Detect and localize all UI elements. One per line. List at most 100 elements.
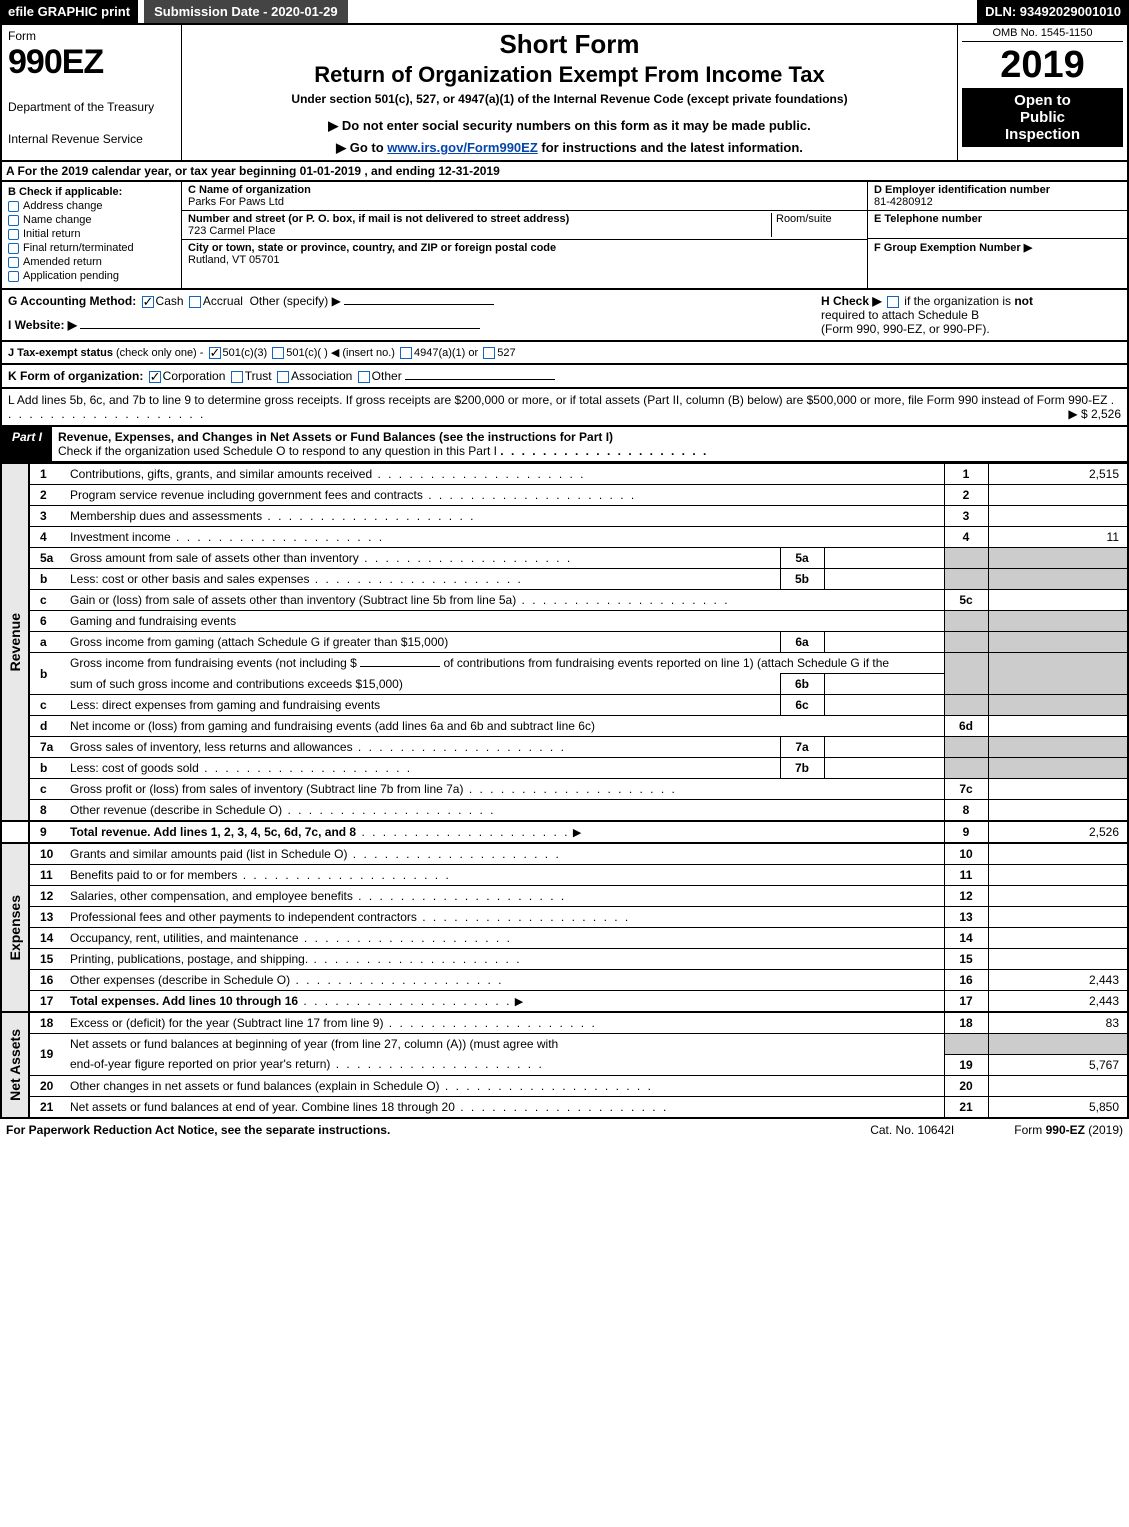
line-amount (988, 779, 1128, 800)
checkbox-icon (8, 229, 19, 240)
chk-association[interactable] (277, 371, 289, 383)
line-desc: Other revenue (describe in Schedule O) (65, 800, 944, 822)
line-num: 14 (29, 928, 65, 949)
line-num: 3 (29, 506, 65, 527)
line-amount: 2,515 (988, 464, 1128, 485)
line-amount (988, 843, 1128, 865)
chk-other-org[interactable] (358, 371, 370, 383)
website-input[interactable] (80, 328, 480, 329)
line-col: 17 (944, 991, 988, 1013)
chk-trust[interactable] (231, 371, 243, 383)
part-1-title: Revenue, Expenses, and Changes in Net As… (58, 430, 613, 444)
l6b-d1: Gross income from fundraising events (no… (70, 656, 357, 670)
other-specify-input[interactable] (344, 304, 494, 305)
table-row: Net Assets 18 Excess or (deficit) for th… (1, 1012, 1128, 1034)
line-desc: sum of such gross income and contributio… (65, 674, 780, 695)
chk-4947[interactable] (400, 347, 412, 359)
chk-cash[interactable] (142, 296, 154, 308)
chk-application-pending[interactable]: Application pending (8, 270, 175, 282)
chk-501c[interactable] (272, 347, 284, 359)
form-header: Form 990EZ Department of the Treasury In… (0, 25, 1129, 162)
arrow-icon: ▶ (515, 996, 523, 1008)
chk-label: Application pending (23, 270, 119, 282)
line-col: 11 (944, 865, 988, 886)
table-row: 14 Occupancy, rent, utilities, and maint… (1, 928, 1128, 949)
line-num: 19 (29, 1034, 65, 1076)
sub-col: 6b (780, 674, 824, 695)
k-o4: Other (372, 369, 402, 383)
line-num: c (29, 779, 65, 800)
line-amount (988, 590, 1128, 611)
part-1-header: Part I Revenue, Expenses, and Changes in… (0, 427, 1129, 463)
table-row: 2 Program service revenue including gove… (1, 485, 1128, 506)
form-title: Return of Organization Exempt From Incom… (192, 62, 947, 88)
chk-final-return[interactable]: Final return/terminated (8, 242, 175, 254)
line-amount: 5,850 (988, 1096, 1128, 1118)
line-col: 2 (944, 485, 988, 506)
line-col: 14 (944, 928, 988, 949)
sub-col: 6a (780, 632, 824, 653)
accrual-label: Accrual (203, 294, 243, 308)
table-row: Revenue 1 Contributions, gifts, grants, … (1, 464, 1128, 485)
row-i: I Website: ▶ (8, 318, 821, 332)
row-k: K Form of organization: Corporation Trus… (0, 365, 1129, 389)
table-row: c Gain or (loss) from sale of assets oth… (1, 590, 1128, 611)
l-text: L Add lines 5b, 6c, and 7b to line 9 to … (8, 393, 1107, 407)
chk-initial-return[interactable]: Initial return (8, 228, 175, 240)
line-num: b (29, 569, 65, 590)
line-desc: Net income or (loss) from gaming and fun… (65, 716, 944, 737)
e-label: E Telephone number (874, 213, 982, 225)
table-row: 21 Net assets or fund balances at end of… (1, 1096, 1128, 1118)
sub-val (824, 737, 944, 758)
group-exemption-cell: F Group Exemption Number ▶ (868, 239, 1127, 267)
line-desc: Gross income from fundraising events (no… (65, 653, 944, 674)
part-1-sub: Check if the organization used Schedule … (58, 444, 497, 458)
phone-cell: E Telephone number (868, 211, 1127, 239)
room-label: Room/suite (776, 213, 832, 225)
line-desc: Net assets or fund balances at end of ye… (65, 1096, 944, 1118)
chk-corporation[interactable] (149, 371, 161, 383)
chk-501c3[interactable] (209, 347, 221, 359)
top-bar: efile GRAPHIC print Submission Date - 20… (0, 0, 1129, 25)
l-amount: ▶ $ 2,526 (1068, 407, 1121, 421)
street-address: 723 Carmel Place (188, 225, 275, 237)
line-desc: Investment income (65, 527, 944, 548)
line-desc: Professional fees and other payments to … (65, 907, 944, 928)
contrib-amount-input[interactable] (360, 666, 440, 667)
h-not: not (1014, 294, 1033, 308)
line-amount: 5,767 (988, 1054, 1128, 1075)
line-desc: Benefits paid to or for members (65, 865, 944, 886)
chk-name-change[interactable]: Name change (8, 214, 175, 226)
table-row: b Gross income from fundraising events (… (1, 653, 1128, 674)
shaded-cell (944, 695, 988, 716)
line-num: 2 (29, 485, 65, 506)
table-row: a Gross income from gaming (attach Sched… (1, 632, 1128, 653)
line-col: 12 (944, 886, 988, 907)
line-amount: 2,526 (988, 821, 1128, 843)
chk-address-change[interactable]: Address change (8, 200, 175, 212)
k-label: K Form of organization: (8, 369, 143, 383)
chk-amended-return[interactable]: Amended return (8, 256, 175, 268)
line-desc: Gaming and fundraising events (65, 611, 944, 632)
line-amount (988, 928, 1128, 949)
form-number: 990EZ (8, 43, 175, 82)
line-num: b (29, 653, 65, 695)
shaded-cell (988, 758, 1128, 779)
efile-print-button[interactable]: efile GRAPHIC print (0, 0, 138, 23)
row-g-h: G Accounting Method: Cash Accrual Other … (0, 290, 1129, 342)
checkbox-icon (8, 201, 19, 212)
d-label: D Employer identification number (874, 184, 1050, 196)
other-org-input[interactable] (405, 379, 555, 380)
checkbox-icon (8, 271, 19, 282)
table-row: 8 Other revenue (describe in Schedule O)… (1, 800, 1128, 822)
dept-treasury: Department of the Treasury (8, 100, 175, 114)
ein-value: 81-4280912 (874, 196, 933, 208)
chk-schedule-b[interactable] (887, 296, 899, 308)
line-desc: Printing, publications, postage, and shi… (65, 949, 944, 970)
part-1-table: Revenue 1 Contributions, gifts, grants, … (0, 463, 1129, 1119)
line-col: 3 (944, 506, 988, 527)
chk-accrual[interactable] (189, 296, 201, 308)
chk-527[interactable] (483, 347, 495, 359)
irs-link[interactable]: www.irs.gov/Form990EZ (387, 140, 538, 155)
row-j: J Tax-exempt status (check only one) - 5… (0, 342, 1129, 365)
